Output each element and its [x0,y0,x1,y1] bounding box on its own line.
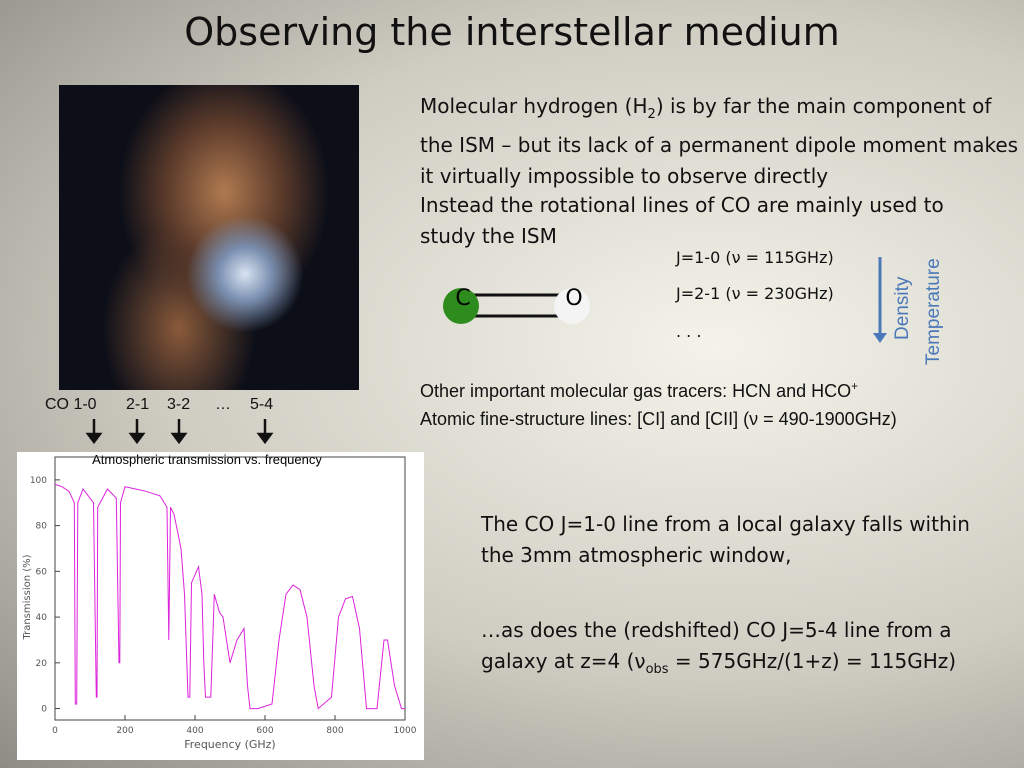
y-tick-label: 0 [41,705,47,715]
y-tick-label: 40 [36,613,48,623]
y-tick-label: 20 [36,659,48,669]
text: Other important molecular gas tracers: H… [420,381,852,401]
text: …as does the (redshifted) CO J=5-4 line … [481,618,952,673]
y-axis-label: Transmission (%) [22,554,33,640]
transition: J=1-0 (ν = 115GHz) [676,248,834,267]
paragraph: Instead the rotational lines of CO are m… [420,193,944,248]
line-marker: … [215,396,231,413]
chart-title: Atmospheric transmission vs. frequency [92,452,322,467]
transmission-line [54,483,405,710]
x-tick-label: 0 [52,726,58,736]
tracer-line: Other important molecular gas tracers: H… [420,380,858,402]
oxygen-atom [554,288,590,324]
subscript: 2 [647,107,656,122]
plot-frame [54,456,406,721]
x-tick-label: 600 [256,726,273,736]
text: Molecular hydrogen (H [420,94,648,118]
subscript: obs [645,662,669,677]
line-marker: 3-2 [167,396,191,413]
atom-label: O [565,286,582,311]
line-marker: CO 1-0 [45,396,97,413]
tracer-line: Atomic fine-structure lines: [CI] and [C… [420,409,897,429]
trend-label: Density [892,276,913,340]
slide-title: Observing the interstellar medium [184,10,840,54]
carbon-atom [443,288,479,324]
x-axis-label: Frequency (GHz) [184,738,275,751]
nebula-image [59,85,359,390]
text: = 575GHz/(1+z) = 115GHz) [668,649,957,673]
trend-arrow: Density Temperature [873,257,944,365]
marker-arrows [85,419,274,445]
paragraph: The CO J=1-0 line from a local galaxy fa… [481,512,970,567]
transition: J=2-1 (ν = 230GHz) [676,284,834,303]
x-tick-label: 200 [116,726,133,736]
atom-label: C [455,286,470,311]
y-tick-label: 60 [36,567,48,577]
superscript: + [851,380,858,393]
paragraph: …as does the (redshifted) CO J=5-4 line … [481,615,991,685]
x-tick-label: 800 [326,726,343,736]
y-tick-label: 80 [36,522,48,532]
transmission-chart: Atmospheric transmission vs. frequency F… [17,452,424,760]
arrow-head [873,333,887,343]
line-marker: 2-1 [126,396,150,413]
paragraph: Molecular hydrogen (H2) is by far the ma… [420,91,1020,192]
x-tick-label: 400 [186,726,203,736]
co-molecule: C O [443,286,590,324]
y-tick-label: 100 [30,476,47,486]
text: ) is by far the main component of the IS… [420,94,1019,188]
x-tick-label: 1000 [394,726,417,736]
trend-label: Temperature [923,258,944,365]
line-marker: 5-4 [250,396,274,413]
transition: . . . [676,322,702,341]
